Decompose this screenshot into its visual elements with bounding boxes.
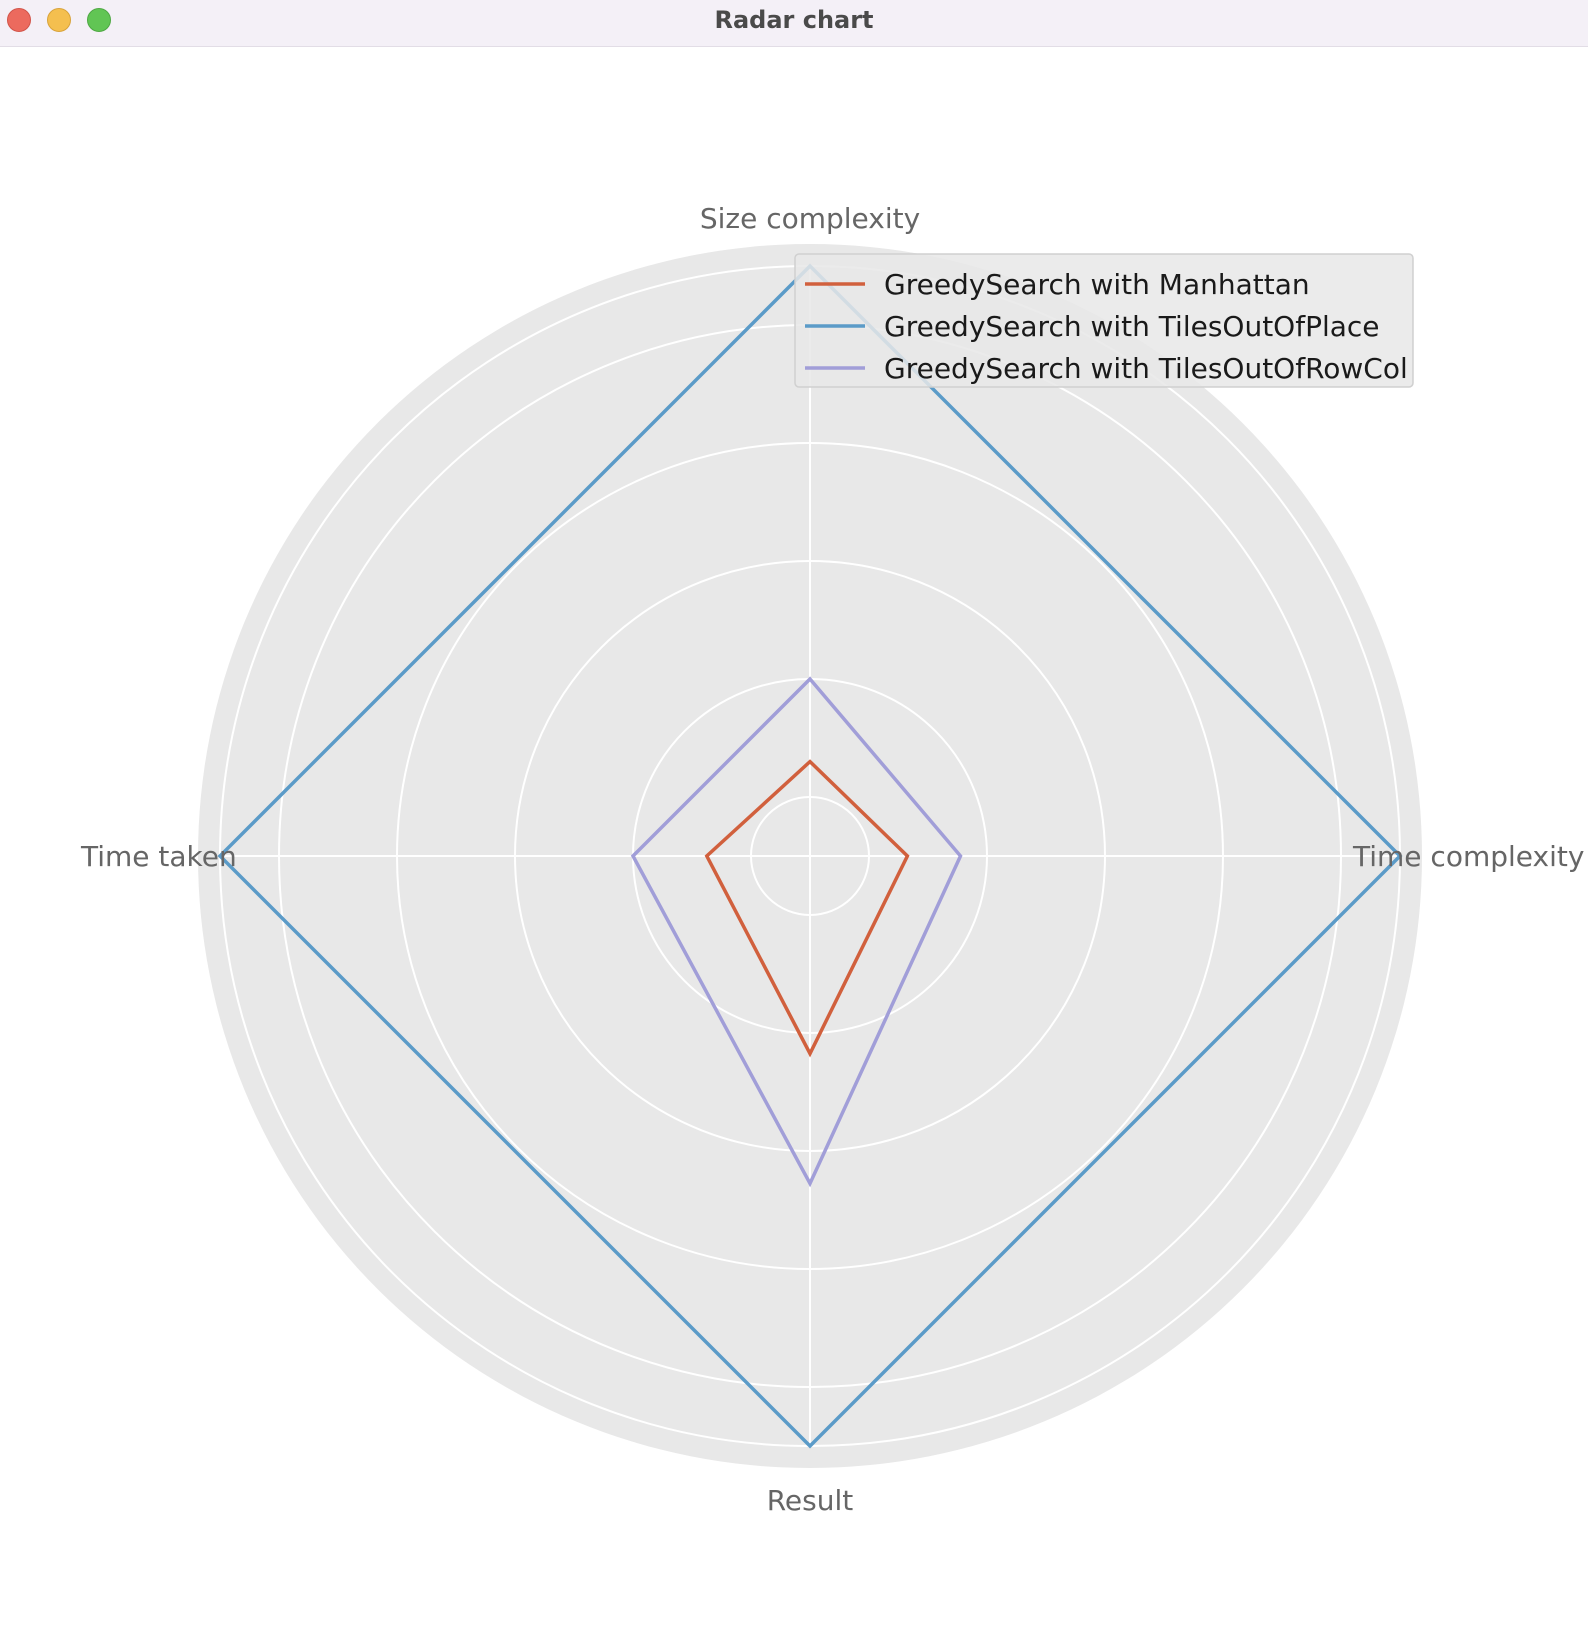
minimize-window-button[interactable] [47,8,71,32]
series-2-line [217,263,1403,1449]
window-title: Radar chart [714,6,874,34]
legend-entry: GreedySearch with TilesOutOfPlace [884,310,1380,343]
axis-label: Time complexity [1352,840,1584,873]
series-3-line [630,676,963,1188]
radar-chart: Size complexity Time complexity Result Time… [80,202,1584,1517]
axis-label: Time taken [80,840,237,873]
title-bar: Radar chart [0,0,1588,47]
legend-entry: GreedySearch with Manhattan [884,268,1310,301]
close-window-button[interactable] [7,8,31,32]
radar-series-group [217,263,1403,1449]
radar-chart-area: Size complexity Time complexity Result Time… [0,47,1588,1636]
legend: GreedySearch with Manhattan GreedySearch … [794,253,1414,388]
axis-label: Size complexity [700,202,920,235]
axis-label: Result [767,1484,854,1517]
zoom-window-button[interactable] [87,8,111,32]
series-1-line [704,759,910,1058]
legend-box [794,253,1414,388]
radar-axis-labels: Size complexity Time complexity Result Time… [80,202,1584,1517]
legend-entry: GreedySearch with TilesOutOfRowCol [884,352,1408,385]
